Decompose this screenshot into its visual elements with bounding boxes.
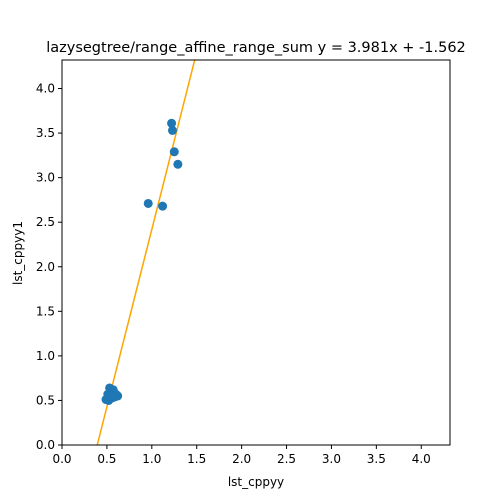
y-tick-label: 3.0 xyxy=(36,171,55,185)
y-tick-label: 0.5 xyxy=(36,393,55,407)
data-point xyxy=(173,159,183,169)
x-tick-label: 0.0 xyxy=(52,452,71,466)
y-tick-label: 1.0 xyxy=(36,349,55,363)
plot-area-frame xyxy=(61,59,451,446)
y-tick-label: 4.0 xyxy=(36,82,55,96)
x-tick-label: 2.5 xyxy=(277,452,296,466)
y-tick-label: 2.5 xyxy=(36,215,55,229)
y-tick-label: 2.0 xyxy=(36,260,55,274)
data-point xyxy=(143,198,153,208)
data-point xyxy=(167,118,177,128)
data-point xyxy=(167,125,177,135)
x-tick-label: 1.0 xyxy=(142,452,161,466)
x-tick-label: 4.0 xyxy=(412,452,431,466)
data-point xyxy=(169,147,179,157)
y-axis-label: lst_cppyy1 xyxy=(11,221,25,285)
x-axis-label: lst_cppyy xyxy=(228,475,284,489)
x-tick-label: 3.0 xyxy=(322,452,341,466)
y-tick-label: 3.5 xyxy=(36,126,55,140)
y-tick-label: 1.5 xyxy=(36,304,55,318)
chart-title: lazysegtree/range_affine_range_sum y = 3… xyxy=(46,40,466,56)
x-tick-label: 0.5 xyxy=(97,452,116,466)
fit-line xyxy=(96,60,196,445)
x-tick-label: 3.5 xyxy=(367,452,386,466)
data-point xyxy=(158,201,168,211)
x-tick-label: 1.5 xyxy=(187,452,206,466)
x-tick-label: 2.0 xyxy=(232,452,251,466)
y-tick-label: 0.0 xyxy=(36,438,55,452)
data-point xyxy=(110,392,120,402)
